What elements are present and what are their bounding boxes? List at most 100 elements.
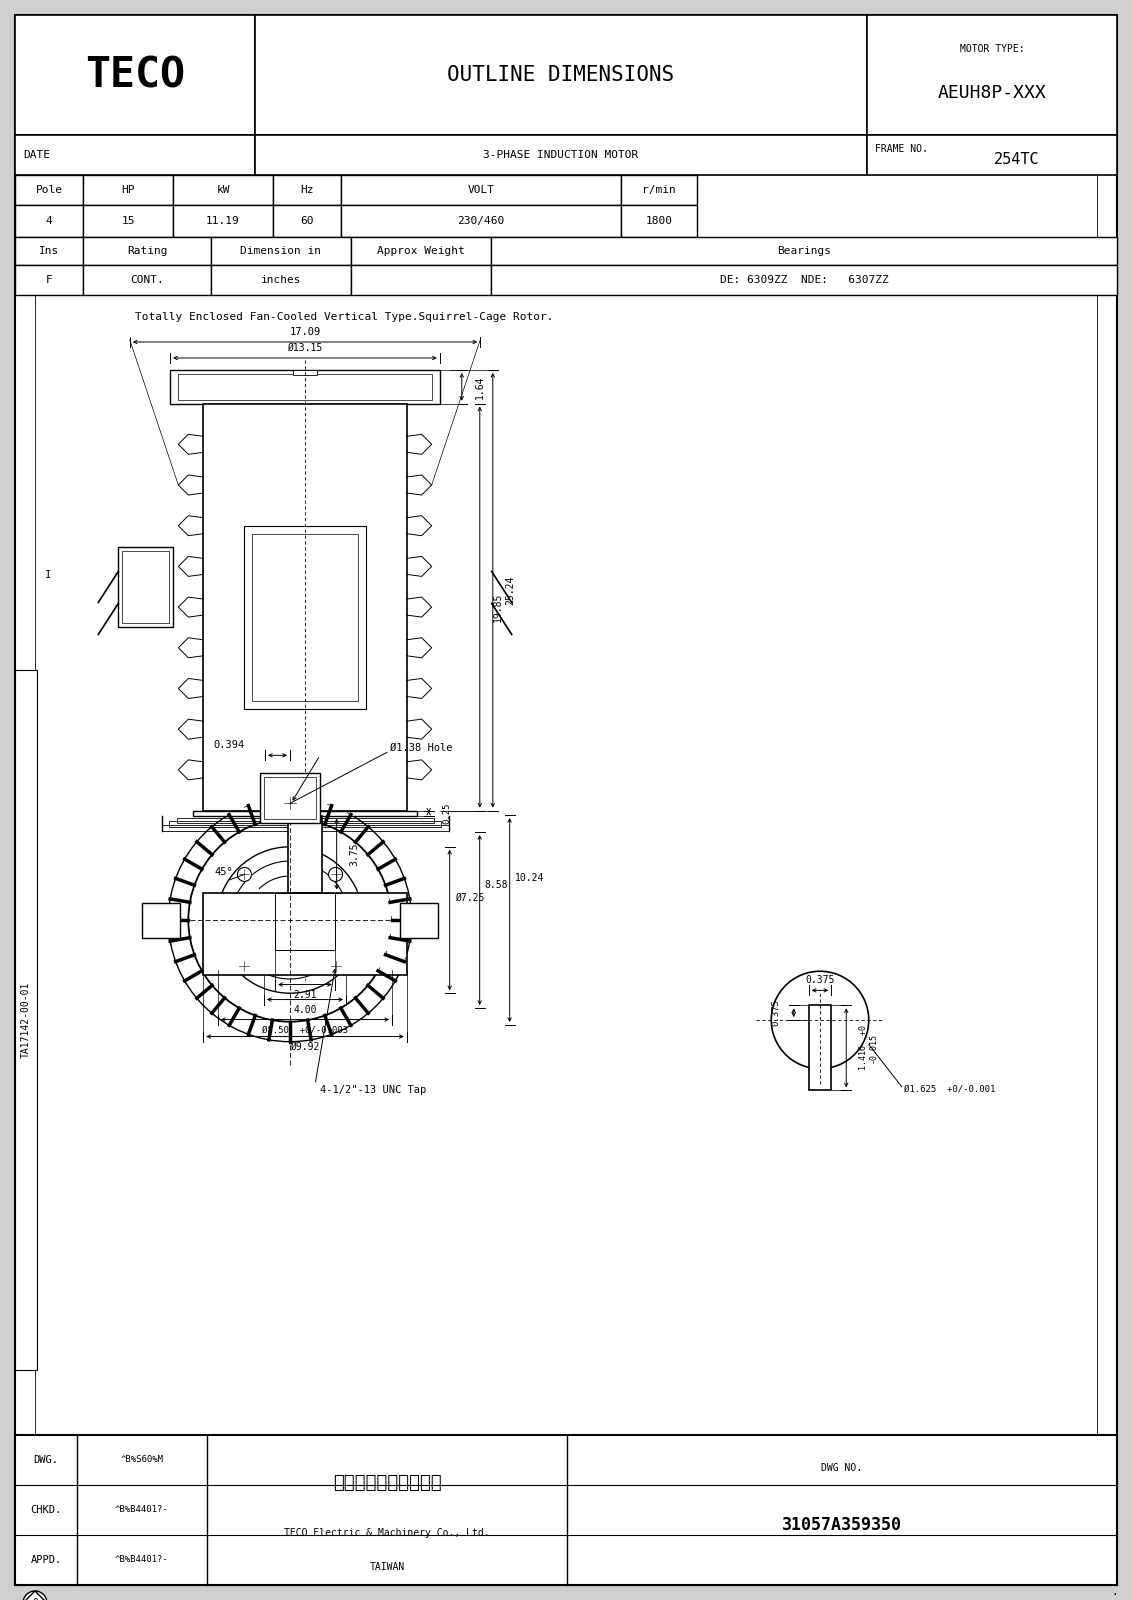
Bar	[122, 552, 170, 624]
Text: kW: kW	[216, 186, 230, 195]
Bar	[143, 902, 180, 938]
Bar	[289, 816, 321, 893]
Text: Ø8.50  +0/-0.003: Ø8.50 +0/-0.003	[261, 1026, 348, 1034]
Bar	[83, 237, 211, 266]
Circle shape	[276, 906, 305, 934]
Text: ^B%S60%M: ^B%S60%M	[120, 1456, 163, 1464]
Text: CHKD.: CHKD.	[31, 1506, 61, 1515]
Bar	[808, 1005, 831, 1090]
Text: Pole: Pole	[35, 186, 62, 195]
Text: Approx Weight: Approx Weight	[377, 246, 465, 256]
Text: 1.64: 1.64	[474, 374, 484, 398]
Text: Hz: Hz	[300, 186, 314, 195]
Bar	[15, 134, 255, 174]
Bar	[621, 205, 697, 237]
Text: 4-1/2"-13 UNC Tap: 4-1/2"-13 UNC Tap	[320, 1085, 427, 1094]
Bar	[194, 811, 417, 816]
Bar	[252, 534, 358, 701]
Bar	[301, 816, 309, 821]
Bar	[293, 370, 317, 374]
Polygon shape	[23, 1590, 48, 1600]
Text: DWG NO.: DWG NO.	[822, 1462, 863, 1474]
Bar	[83, 266, 211, 294]
Text: AEUH8P-XXX: AEUH8P-XXX	[937, 83, 1046, 102]
Bar	[621, 174, 697, 205]
Text: Dimension in: Dimension in	[240, 246, 321, 256]
Bar	[83, 205, 173, 237]
Circle shape	[328, 958, 343, 973]
Bar	[83, 174, 173, 205]
Text: OUTLINE DIMENSIONS: OUTLINE DIMENSIONS	[447, 66, 675, 85]
Bar	[15, 174, 83, 205]
Text: 11.19: 11.19	[206, 216, 240, 226]
Text: CONT.: CONT.	[130, 275, 164, 285]
Bar	[173, 174, 273, 205]
Circle shape	[328, 867, 343, 882]
Bar	[119, 547, 173, 627]
Text: ^B%B4401?-: ^B%B4401?-	[115, 1555, 169, 1565]
Bar	[15, 266, 83, 294]
Text: 1.416  +0
-0.015: 1.416 +0 -0.015	[858, 1026, 878, 1070]
Text: Ø7.25: Ø7.25	[455, 893, 484, 902]
Text: 31057A359350: 31057A359350	[782, 1517, 902, 1534]
Text: 1800: 1800	[645, 216, 672, 226]
Text: APPD.: APPD.	[31, 1555, 61, 1565]
Text: 0.375: 0.375	[805, 976, 834, 986]
Text: TECO: TECO	[85, 54, 185, 96]
Text: DWG.: DWG.	[34, 1454, 59, 1466]
Circle shape	[23, 1590, 48, 1600]
Circle shape	[238, 958, 251, 973]
Text: VOLT: VOLT	[468, 186, 495, 195]
Text: 0.25: 0.25	[443, 802, 452, 824]
Text: Ins: Ins	[38, 246, 59, 256]
Text: Ø9.92: Ø9.92	[290, 1042, 319, 1051]
Text: 19.85: 19.85	[492, 592, 503, 622]
Circle shape	[288, 917, 293, 923]
Text: 60: 60	[300, 216, 314, 226]
Text: 8.58: 8.58	[484, 880, 508, 890]
Bar	[245, 526, 366, 709]
Bar	[173, 205, 273, 237]
Text: DE: 6309ZZ  NDE:   6307ZZ: DE: 6309ZZ NDE: 6307ZZ	[720, 275, 889, 285]
Circle shape	[771, 971, 868, 1069]
Bar	[491, 266, 1117, 294]
Bar	[211, 266, 351, 294]
Bar	[264, 778, 316, 819]
Text: DATE: DATE	[23, 150, 50, 160]
Text: MOTOR TYPE:: MOTOR TYPE:	[960, 43, 1024, 53]
Circle shape	[188, 818, 392, 1022]
Bar	[204, 893, 406, 974]
Bar	[169, 821, 441, 827]
Bar	[351, 266, 491, 294]
Bar	[15, 205, 83, 237]
Bar	[178, 374, 431, 400]
Text: Bearings: Bearings	[777, 246, 831, 256]
Text: ^B%B4401?-: ^B%B4401?-	[115, 1506, 169, 1515]
Text: 10.24: 10.24	[515, 874, 544, 883]
Text: Ø13.15: Ø13.15	[288, 342, 323, 354]
Bar	[211, 237, 351, 266]
Text: r/min: r/min	[642, 186, 676, 195]
Bar	[177, 818, 434, 824]
Text: Totally Enclosed Fan-Cooled Vertical Type.Squirrel-Cage Rotor.: Totally Enclosed Fan-Cooled Vertical Typ…	[135, 312, 554, 322]
Text: 254TC: 254TC	[994, 152, 1040, 168]
Bar	[255, 14, 867, 134]
Text: 15: 15	[121, 216, 135, 226]
Text: TA17142-00-01: TA17142-00-01	[22, 982, 31, 1058]
Bar	[273, 205, 341, 237]
Text: 17.09: 17.09	[290, 326, 320, 338]
Circle shape	[238, 867, 251, 882]
Bar	[162, 826, 448, 830]
Text: 0.375: 0.375	[771, 1000, 780, 1026]
Bar	[351, 237, 491, 266]
Text: 東元電機股份有限公司: 東元電機股份有限公司	[333, 1474, 441, 1491]
Bar	[15, 670, 37, 1370]
Bar	[15, 237, 83, 266]
Bar	[400, 902, 438, 938]
Text: Ø1.38 Hole: Ø1.38 Hole	[391, 742, 453, 752]
Text: inches: inches	[260, 275, 301, 285]
Bar	[15, 14, 255, 134]
Text: FRAME NO.: FRAME NO.	[875, 144, 928, 154]
Text: 45°: 45°	[215, 867, 233, 877]
Text: 3.75: 3.75	[350, 842, 360, 866]
